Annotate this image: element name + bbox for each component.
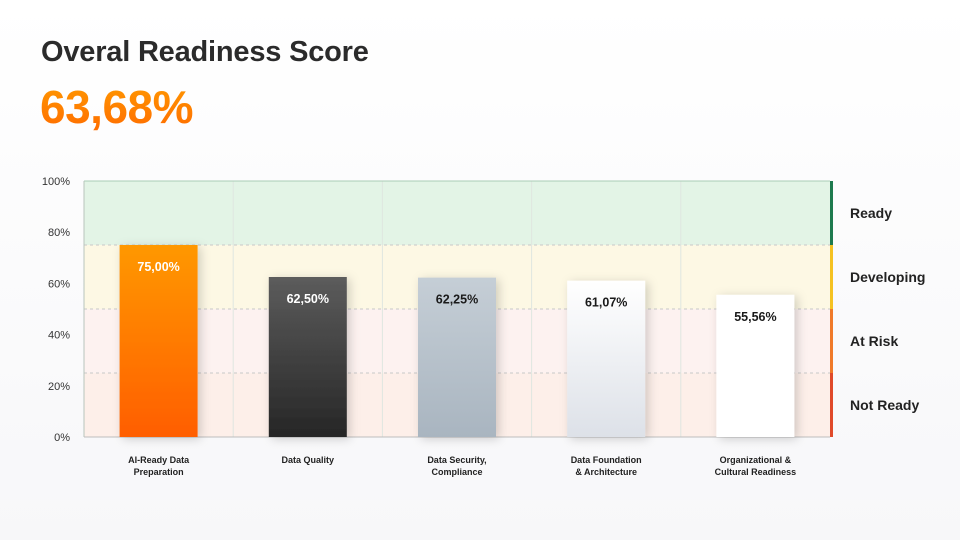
category-label-2-0: Data Security, [427, 455, 486, 465]
bar-value-label-4: 55,56% [734, 310, 776, 324]
zone-label-2: At Risk [850, 333, 898, 349]
bar-1 [268, 277, 347, 437]
category-label-1-0: Data Quality [282, 455, 335, 465]
zone-band-0 [84, 181, 830, 245]
labels-layer: Ready Developing At Risk Not Ready 75,00% AI-… [128, 205, 925, 477]
bar-2 [418, 277, 496, 437]
bar-4 [716, 294, 795, 437]
y-tick-label-5: 100% [42, 176, 70, 188]
y-tick-label-3: 60% [48, 278, 70, 290]
zone-marker-2 [830, 309, 833, 373]
zone-label-0: Ready [850, 205, 892, 221]
bars-layer [119, 245, 795, 437]
overall-score: 63,68% [40, 81, 194, 133]
category-label-4-0: Organizational & [720, 455, 792, 465]
zone-label-1: Developing [850, 269, 925, 285]
y-tick-label-2: 40% [48, 330, 70, 342]
category-label-2-1: Compliance [431, 467, 482, 477]
y-tick-label-1: 20% [48, 381, 70, 393]
bar-value-label-1: 62,50% [287, 292, 329, 306]
category-label-3-1: & Architecture [575, 467, 637, 477]
page-title: Overal Readiness Score [41, 36, 369, 68]
zone-marker-3 [830, 373, 833, 437]
category-label-3-0: Data Foundation [571, 455, 642, 465]
bar-3 [567, 280, 646, 437]
zone-marker-1 [830, 245, 833, 309]
zone-marker-0 [830, 181, 833, 245]
category-label-0-0: AI-Ready Data [128, 455, 190, 465]
y-tick-label-4: 80% [48, 227, 70, 239]
bar-value-label-2: 62,25% [436, 293, 478, 307]
bar-value-label-0: 75,00% [137, 260, 179, 274]
bar-0 [119, 245, 198, 437]
category-label-0-1: Preparation [134, 467, 184, 477]
y-tick-label-0: 0% [54, 432, 70, 444]
zone-label-3: Not Ready [850, 397, 919, 413]
bar-value-label-3: 61,07% [585, 296, 627, 310]
category-label-4-1: Cultural Readiness [715, 467, 797, 477]
